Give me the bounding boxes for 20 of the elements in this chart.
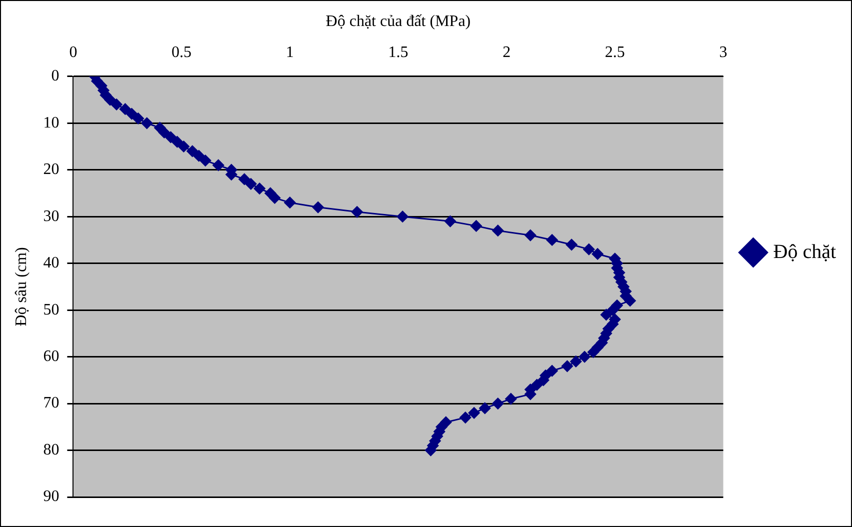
x-tick-label: 3 bbox=[719, 44, 728, 62]
y-tick-label: 50 bbox=[43, 301, 60, 318]
y-tick-label: 30 bbox=[43, 208, 60, 225]
x-tick-label: 1 bbox=[286, 44, 294, 62]
y-axis-title: Độ sâu (cm) bbox=[12, 247, 30, 326]
x-tick-label: 0.5 bbox=[172, 44, 192, 62]
legend-label: Độ chặt bbox=[773, 240, 836, 263]
y-tick-label: 80 bbox=[43, 441, 60, 458]
x-axis-title: Độ chặt của đất (MPa) bbox=[326, 12, 471, 30]
y-tick-label: 70 bbox=[43, 394, 60, 412]
x-tick-label: 0 bbox=[69, 44, 78, 62]
y-tick-label: 60 bbox=[43, 348, 60, 366]
y-tick-label: 10 bbox=[43, 114, 60, 132]
x-tick-label: 2 bbox=[502, 44, 511, 62]
y-tick-label: 20 bbox=[43, 161, 60, 178]
x-tick-label: 2.5 bbox=[604, 44, 625, 62]
y-tick-label: 40 bbox=[43, 254, 60, 272]
y-tick-label: 0 bbox=[51, 68, 60, 85]
x-tick-label: 1.5 bbox=[388, 44, 408, 62]
y-tick-label: 90 bbox=[43, 488, 60, 506]
